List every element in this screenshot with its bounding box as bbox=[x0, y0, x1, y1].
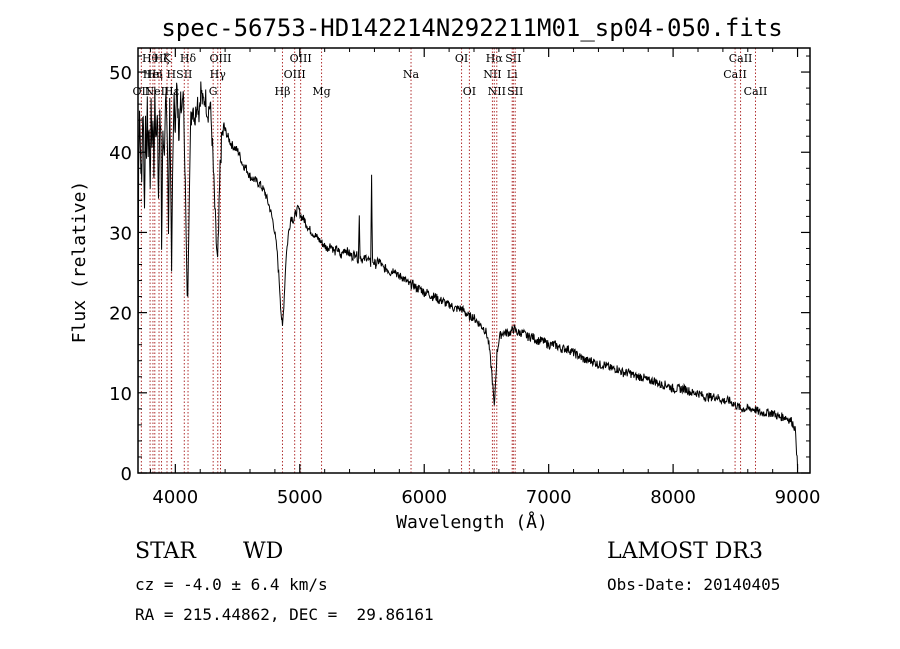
flux-series-line bbox=[137, 81, 799, 470]
y-tick-label: 0 bbox=[121, 464, 132, 485]
x-tick-label: 9000 bbox=[775, 487, 821, 508]
line-marker-label: CaII bbox=[744, 85, 768, 98]
y-tick-label: 30 bbox=[109, 223, 132, 244]
line-marker-label: SII bbox=[176, 68, 192, 81]
line-marker-label: Na bbox=[403, 68, 420, 81]
line-marker-label: Hα bbox=[486, 52, 504, 65]
line-marker-label: OI bbox=[463, 85, 476, 98]
line-marker-label: Hβ bbox=[275, 85, 291, 98]
line-marker-label: OII bbox=[133, 85, 151, 98]
sky-coordinates: RA = 215.44862, DEC = 29.86161 bbox=[135, 605, 434, 624]
series-layer bbox=[137, 81, 799, 470]
line-marker-label: NII bbox=[483, 68, 501, 81]
x-tick-label: 4000 bbox=[152, 487, 198, 508]
line-marker-label: OIII bbox=[209, 52, 231, 65]
line-marker-label: Hη bbox=[147, 68, 163, 81]
y-axis-label: Flux (relative) bbox=[69, 181, 90, 344]
plot-frame bbox=[137, 47, 811, 474]
line-marker-label: CaII bbox=[729, 52, 753, 65]
line-marker-label: CaII bbox=[723, 68, 747, 81]
survey-name: LAMOST DR3 bbox=[607, 539, 763, 564]
line-marker-label: Hδ bbox=[180, 52, 197, 65]
y-tick-label: 50 bbox=[109, 63, 132, 84]
line-marker-label: G bbox=[209, 85, 218, 98]
line-marker-label: Hζ bbox=[154, 52, 170, 65]
y-tick-label: 40 bbox=[109, 143, 132, 164]
line-marker-label: HeI bbox=[143, 68, 163, 81]
chart-title: spec-56753-HD142214N292211M01_sp04-050.f… bbox=[161, 14, 782, 42]
x-axis-label: Wavelength (Å) bbox=[396, 511, 548, 533]
line-marker-label: H bbox=[167, 68, 177, 81]
line-marker-label: OI bbox=[455, 52, 468, 65]
line-marker-label: SII bbox=[507, 85, 523, 98]
line-marker-label: OIII bbox=[284, 68, 306, 81]
x-tick-label: 8000 bbox=[650, 487, 696, 508]
object-class: STAR bbox=[135, 539, 196, 564]
axis-layer: 4000 5000 6000 7000 8000 9000 0 10 20 30 40 50 bbox=[109, 48, 820, 508]
y-tick-label: 10 bbox=[109, 384, 132, 405]
observation-date: Obs-Date: 20140405 bbox=[607, 575, 781, 594]
redshift-readout: cz = -4.0 ± 6.4 km/s bbox=[135, 575, 328, 594]
line-marker-label: K bbox=[163, 52, 172, 65]
line-marker-label: OIII bbox=[290, 52, 312, 65]
line-marker-label: Li bbox=[507, 68, 518, 81]
line-marker-layer: OIIHθHeIHηNeIIIHζKHHεSIIHδGHγOIIIHβOIIIO… bbox=[133, 48, 768, 473]
line-marker-label: Mg bbox=[312, 85, 330, 98]
x-tick-label: 6000 bbox=[401, 487, 447, 508]
object-subclass: WD bbox=[243, 539, 284, 564]
line-marker-label: Hε bbox=[164, 85, 180, 98]
line-marker-label: Hγ bbox=[210, 68, 227, 81]
y-tick-label: 20 bbox=[109, 304, 132, 325]
x-tick-label: 7000 bbox=[526, 487, 572, 508]
line-marker-label: NII bbox=[488, 85, 506, 98]
x-tick-label: 5000 bbox=[277, 487, 323, 508]
line-marker-label: SII bbox=[505, 52, 521, 65]
